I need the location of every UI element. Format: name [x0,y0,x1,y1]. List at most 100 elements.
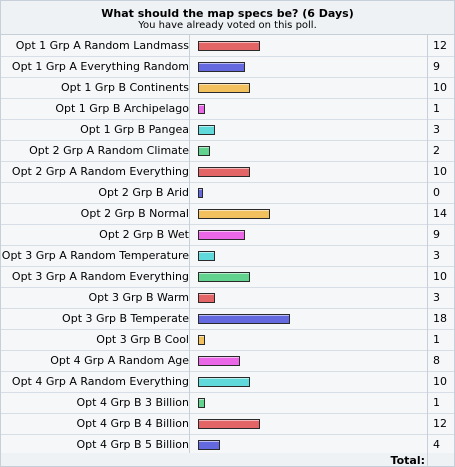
poll-option-label: Opt 3 Grp A Random Temperature [1,245,190,266]
poll-vote-bar [198,125,215,135]
poll-option-row: Opt 2 Grp B Normal 14 [1,203,454,225]
poll-vote-bar [198,104,205,114]
poll-option-label: Opt 1 Grp B Pangea [1,119,190,140]
poll-option-row: Opt 2 Grp B Arid 0 [1,182,454,204]
poll-vote-bar [198,293,215,303]
poll-total-label: Total: [390,454,425,467]
poll-vote-bar [198,419,260,429]
poll-option-label: Opt 2 Grp A Random Climate [1,140,190,161]
poll-vote-bar [198,41,260,51]
poll-vote-count: 1 [433,396,440,409]
poll-vote-bar [198,167,250,177]
poll-option-label: Opt 4 Grp A Random Age [1,350,190,371]
poll-bar-cell [194,140,428,161]
poll-vote-bar [198,146,210,156]
poll-header: What should the map specs be? (6 Days) Y… [1,1,454,35]
poll-option-label: Opt 2 Grp B Normal [1,203,190,224]
poll-vote-bar [198,272,250,282]
poll-vote-bar [198,440,220,450]
poll-option-label: Opt 1 Grp B Archipelago [1,98,190,119]
poll-vote-count: 14 [433,207,447,220]
poll-vote-count: 9 [433,60,440,73]
poll-vote-count: 9 [433,228,440,241]
poll-option-row: Opt 3 Grp B Temperate 18 [1,308,454,330]
poll-total-row: Total: [1,453,454,467]
poll-bar-cell [194,56,428,77]
poll-vote-count: 8 [433,354,440,367]
poll-option-row: Opt 1 Grp A Everything Random 9 [1,56,454,78]
poll-option-row: Opt 2 Grp A Random Climate 2 [1,140,454,162]
poll-total-divider [427,453,428,466]
poll-option-label: Opt 2 Grp B Wet [1,224,190,245]
poll-bar-cell [194,77,428,98]
poll-option-label: Opt 4 Grp B 4 Billion [1,413,190,434]
poll-option-row: Opt 2 Grp A Random Everything 10 [1,161,454,183]
poll-bar-cell [194,371,428,392]
poll-vote-count: 3 [433,123,440,136]
poll-title: What should the map specs be? (6 Days) [101,7,354,20]
poll-vote-count: 10 [433,81,447,94]
poll-vote-count: 0 [433,186,440,199]
poll-bar-cell [194,392,428,413]
poll-option-label: Opt 3 Grp B Warm [1,287,190,308]
poll-option-row: Opt 1 Grp B Pangea 3 [1,119,454,141]
poll-option-label: Opt 4 Grp B 3 Billion [1,392,190,413]
poll-bar-cell [194,350,428,371]
poll-vote-bar [198,188,203,198]
poll-option-row: Opt 1 Grp B Continents 10 [1,77,454,99]
poll-option-row: Opt 1 Grp A Random Landmass 12 [1,35,454,57]
poll-vote-count: 3 [433,249,440,262]
poll-option-label: Opt 4 Grp B 5 Billion [1,434,190,455]
poll-option-label: Opt 3 Grp B Temperate [1,308,190,329]
poll-vote-bar [198,251,215,261]
poll-vote-count: 12 [433,39,447,52]
poll-option-row: Opt 3 Grp A Random Temperature 3 [1,245,454,267]
poll-vote-count: 2 [433,144,440,157]
poll-option-label: Opt 2 Grp A Random Everything [1,161,190,182]
poll-vote-bar [198,398,205,408]
poll-bar-cell [194,245,428,266]
poll-vote-count: 10 [433,165,447,178]
poll-option-row: Opt 3 Grp B Warm 3 [1,287,454,309]
poll-vote-count: 10 [433,375,447,388]
poll-status-text: You have already voted on this poll. [138,20,317,31]
poll-bar-cell [194,119,428,140]
poll-vote-count: 12 [433,417,447,430]
poll-option-row: Opt 4 Grp A Random Age 8 [1,350,454,372]
poll-option-label: Opt 1 Grp B Continents [1,77,190,98]
poll-bar-cell [194,329,428,350]
poll-vote-count: 1 [433,102,440,115]
poll-option-label: Opt 3 Grp B Cool [1,329,190,350]
poll-option-row: Opt 1 Grp B Archipelago 1 [1,98,454,120]
poll-bar-cell [194,161,428,182]
poll-bar-cell [194,35,428,56]
poll-option-label: Opt 1 Grp A Everything Random [1,56,190,77]
poll-bar-cell [194,308,428,329]
poll-vote-count: 10 [433,270,447,283]
poll-bar-cell [194,224,428,245]
poll-bar-cell [194,266,428,287]
poll-vote-count: 4 [433,438,440,451]
poll-bar-cell [194,434,428,455]
poll-vote-count: 18 [433,312,447,325]
poll-vote-bar [198,62,245,72]
poll-vote-bar [198,377,250,387]
poll-vote-bar [198,230,245,240]
poll-vote-bar [198,83,250,93]
poll-option-label: Opt 1 Grp A Random Landmass [1,35,190,56]
poll-option-row: Opt 3 Grp B Cool 1 [1,329,454,351]
poll-bar-cell [194,287,428,308]
poll-option-row: Opt 3 Grp A Random Everything 10 [1,266,454,288]
poll-option-label: Opt 4 Grp A Random Everything [1,371,190,392]
poll-option-row: Opt 2 Grp B Wet 9 [1,224,454,246]
poll-option-label: Opt 2 Grp B Arid [1,182,190,203]
poll-bar-cell [194,98,428,119]
poll-bar-cell [194,203,428,224]
poll-vote-bar [198,314,290,324]
poll-vote-bar [198,356,240,366]
poll-option-row: Opt 4 Grp A Random Everything 10 [1,371,454,393]
poll-option-row: Opt 4 Grp B 3 Billion 1 [1,392,454,414]
poll-option-label: Opt 3 Grp A Random Everything [1,266,190,287]
poll-vote-bar [198,209,270,219]
